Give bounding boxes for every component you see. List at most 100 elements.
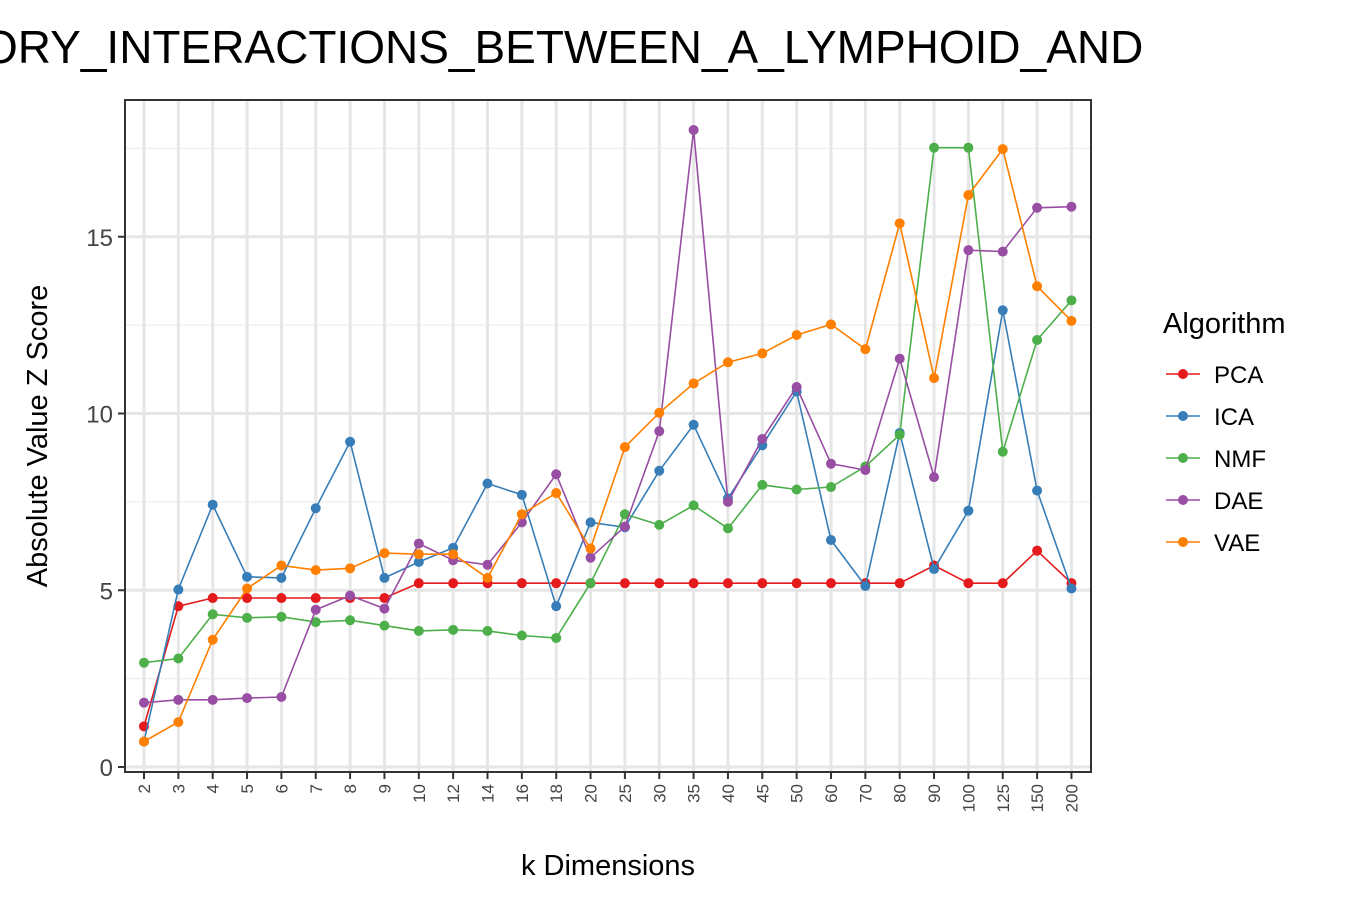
x-tick-label: 5 — [238, 784, 257, 793]
point-ica — [379, 572, 390, 583]
point-nmf — [688, 500, 699, 511]
series-line-pca — [143, 549, 1073, 727]
point-vae — [894, 218, 905, 229]
point-dae — [413, 538, 424, 549]
point-dae — [242, 693, 253, 704]
point-vae — [379, 548, 390, 559]
series-line-ica — [143, 310, 1073, 742]
point-vae — [722, 357, 733, 368]
point-vae — [242, 583, 253, 594]
legend-title: Algorithm — [1163, 308, 1286, 340]
x-tick-label: 25 — [616, 784, 635, 803]
point-pca — [516, 578, 527, 589]
point-pca — [551, 578, 562, 589]
point-nmf — [722, 523, 733, 534]
point-vae — [860, 344, 871, 355]
y-axis-title: Absolute Value Z Score — [22, 285, 54, 588]
point-nmf — [1066, 295, 1077, 306]
point-ica — [963, 505, 974, 516]
series-line-vae — [143, 147, 1073, 743]
legend: Algorithm PCA ICA NMF DAE VAE — [1163, 308, 1286, 557]
x-tick-label: 30 — [650, 784, 669, 803]
legend-label-ica: ICA — [1214, 404, 1254, 431]
x-tick-label: 35 — [685, 784, 704, 803]
point-pca — [997, 578, 1008, 589]
point-ica — [173, 584, 184, 595]
point-dae — [276, 692, 287, 703]
point-pca — [448, 578, 459, 589]
x-tick-label: 6 — [272, 784, 291, 793]
point-dae — [722, 496, 733, 507]
legend-key-point-ica — [1178, 411, 1188, 421]
point-vae — [757, 348, 768, 359]
point-vae — [963, 190, 974, 201]
point-vae — [997, 144, 1008, 155]
point-pca — [1032, 545, 1043, 556]
x-tick-label: 14 — [479, 784, 498, 803]
x-tick-label: 7 — [307, 784, 326, 793]
point-nmf — [551, 632, 562, 643]
point-dae — [757, 433, 768, 444]
x-tick-label: 70 — [856, 784, 875, 803]
point-ica — [826, 535, 836, 546]
point-ica — [585, 517, 596, 528]
point-pca — [894, 578, 905, 589]
point-dae — [551, 469, 562, 480]
point-dae — [379, 603, 390, 614]
legend-key-point-nmf — [1178, 453, 1188, 463]
point-ica — [1066, 583, 1077, 594]
panel-border — [124, 99, 1092, 773]
point-vae — [1032, 281, 1043, 292]
y-tick-label: 10 — [86, 402, 113, 429]
point-nmf — [516, 630, 527, 641]
point-pca — [757, 578, 768, 589]
point-nmf — [791, 484, 802, 495]
point-pca — [379, 593, 390, 604]
point-pca — [207, 593, 218, 604]
point-vae — [791, 330, 802, 341]
point-ica — [310, 503, 321, 514]
legend-label-nmf: NMF — [1214, 446, 1266, 473]
series-line-dae — [143, 129, 1072, 704]
x-tick-label: 4 — [204, 784, 223, 793]
point-dae — [791, 381, 802, 392]
point-pca — [310, 593, 321, 604]
point-vae — [207, 634, 218, 645]
point-nmf — [139, 657, 149, 668]
legend-label-pca: PCA — [1214, 362, 1263, 389]
point-ica — [860, 581, 871, 592]
point-dae — [585, 552, 596, 563]
point-dae — [997, 246, 1008, 257]
x-tick-label: 20 — [582, 784, 601, 803]
point-dae — [207, 694, 218, 705]
point-nmf — [757, 479, 768, 490]
point-pca — [413, 578, 424, 589]
x-tick-label: 50 — [788, 784, 807, 803]
point-ica — [413, 556, 424, 567]
point-pca — [688, 578, 699, 589]
point-pca — [722, 578, 733, 589]
x-tick-label: 45 — [753, 784, 772, 803]
x-tick-label: 200 — [1062, 784, 1081, 812]
point-nmf — [242, 612, 253, 623]
point-nmf — [207, 609, 218, 620]
x-tick-label: 12 — [444, 784, 463, 803]
point-nmf — [448, 624, 459, 635]
point-dae — [310, 604, 321, 615]
point-dae — [654, 426, 665, 437]
x-tick-label: 18 — [547, 784, 566, 803]
x-tick-label: 10 — [410, 784, 429, 803]
point-vae — [310, 565, 321, 576]
point-nmf — [654, 519, 665, 530]
point-vae — [654, 407, 665, 418]
point-pca — [242, 593, 253, 604]
point-nmf — [276, 611, 287, 622]
point-ica — [551, 601, 562, 612]
point-vae — [139, 736, 149, 747]
point-vae — [345, 563, 356, 574]
point-dae — [929, 472, 940, 483]
legend-label-vae: VAE — [1214, 530, 1260, 557]
point-pca — [791, 578, 802, 589]
x-tick-label: 3 — [169, 784, 188, 793]
